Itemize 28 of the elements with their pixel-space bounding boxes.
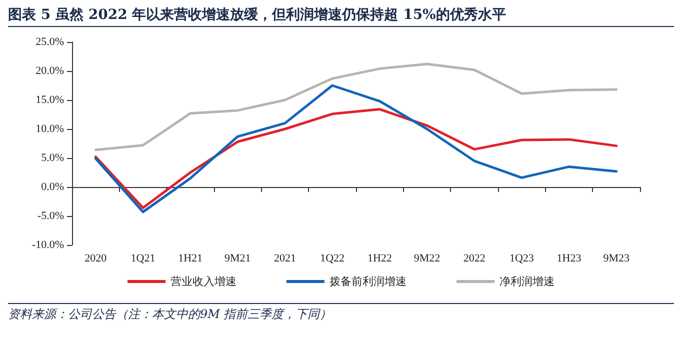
line-series bbox=[94, 108, 618, 210]
x-tick-label: 2022 bbox=[463, 252, 486, 264]
y-tick-label: -5.0% bbox=[37, 210, 64, 222]
y-tick-label: -10.0% bbox=[32, 239, 64, 251]
x-tick-label: 1H21 bbox=[178, 252, 203, 264]
x-tick-label: 2020 bbox=[84, 252, 108, 264]
chart-title: 图表 5 虽然 2022 年以来营收增速放缓，但利润增速仍保持超 15%的优秀水平 bbox=[8, 4, 674, 27]
x-tick-label: 1Q22 bbox=[320, 252, 345, 264]
x-tick-label: 1H23 bbox=[556, 252, 582, 264]
y-tick-label: 10.0% bbox=[36, 123, 64, 135]
y-tick-label: 0.0% bbox=[41, 181, 64, 193]
line-series bbox=[94, 62, 618, 152]
text: 资料来源：公司公告（注：本文中的9M 指前三季度，下同） bbox=[8, 303, 674, 323]
x-tick-label: 9M23 bbox=[603, 252, 630, 264]
x-tick-label: 2021 bbox=[274, 252, 296, 264]
line-series bbox=[94, 84, 618, 214]
y-tick-label: 20.0% bbox=[36, 65, 64, 77]
legend-label: 营业收入增速 bbox=[170, 275, 236, 288]
x-tick-label: 9M21 bbox=[224, 252, 251, 264]
legend-label: 净利润增速 bbox=[500, 275, 554, 288]
y-tick-label: 15.0% bbox=[36, 94, 64, 106]
x-tick-label: 1Q21 bbox=[130, 252, 156, 264]
legend-label: 拨备前利润增速 bbox=[330, 275, 406, 288]
y-tick-label: 25.0% bbox=[36, 36, 64, 48]
y-tick-label: 5.0% bbox=[41, 152, 64, 164]
x-tick-label: 1H22 bbox=[367, 252, 392, 264]
x-tick-label: 1Q23 bbox=[509, 252, 534, 264]
x-tick-label: 9M22 bbox=[414, 252, 440, 264]
